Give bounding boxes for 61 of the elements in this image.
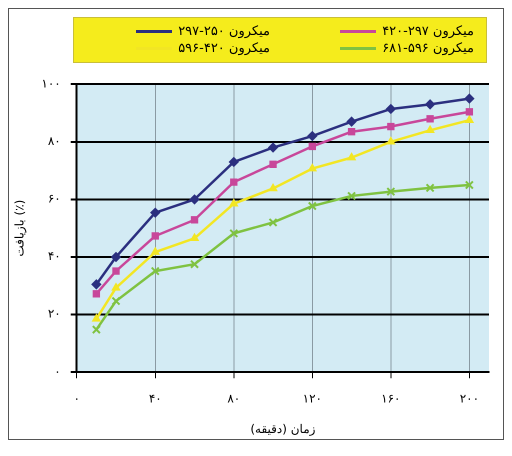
y-tick-label: ۴۰ [48,249,61,264]
point [111,296,121,306]
point [464,94,474,104]
point [348,128,356,136]
point [150,208,160,218]
point [426,125,434,134]
point [190,216,198,224]
point [230,178,238,186]
point [466,108,474,116]
x-axis-title: زمان (دقیقه) [250,422,316,436]
point [387,122,395,130]
x-tick-label: ۰ [74,392,80,406]
point [268,218,278,227]
point [386,187,396,196]
point [347,152,356,160]
legend-label: میکرون ۴۲۰-۵۹۶ [178,41,270,56]
point [464,115,474,123]
x-tick-label: ۸۰ [227,392,240,406]
legend-label: میکرون ۲۵۰-۲۹۷ [178,24,270,39]
x-tick-label: ۱۶۰ [381,392,401,406]
point [308,142,316,150]
point [268,142,278,153]
point [92,290,100,298]
point [229,228,238,238]
y-tick-label: ۰ [54,364,61,378]
point [426,115,434,122]
point [91,279,102,290]
point [464,180,474,190]
y-tick-label: ۶۰ [48,192,61,206]
point [268,183,278,192]
point [112,282,120,291]
point [346,116,357,127]
point [347,191,356,200]
point [190,260,200,269]
point [425,99,436,110]
y-tick-label: ۲۰ [48,306,61,321]
y-axis-title: بازیافت (٪) [12,200,26,257]
point [112,267,120,275]
point [269,160,277,168]
y-tick-label: ۱۰۰ [41,76,61,90]
point [92,325,101,334]
x-tick-label: ۴۰ [148,392,162,406]
point [150,247,160,255]
point [229,198,238,206]
point [111,252,121,262]
point [307,131,318,142]
point [426,183,435,192]
point [228,156,239,167]
y-tick-label: ۸۰ [48,134,61,148]
point [308,201,317,211]
point [190,194,200,204]
legend-label: میکرون ۵۹۶-۶۸۱ [382,41,474,56]
point [190,233,199,242]
point [308,164,317,172]
x-tick-label: ۲۰۰ [460,392,480,406]
point [92,314,101,322]
point [386,104,396,114]
point [152,232,159,240]
x-tick-label: ۱۲۰ [302,392,322,406]
legend-label: میکرون ۲۹۷-۴۲۰ [382,24,474,39]
point [150,266,160,276]
